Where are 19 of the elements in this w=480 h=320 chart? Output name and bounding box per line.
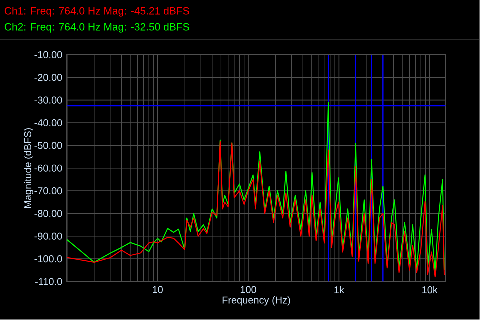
x-tick-label: 1k (334, 286, 344, 294)
y-tick-label: -30.00 (34, 96, 62, 104)
y-tick-label: -10.00 (34, 52, 62, 59)
x-tick-label: 10 (153, 286, 163, 294)
y-tick-label: -110.0 (35, 278, 62, 286)
y-tick-label: -20.00 (34, 74, 62, 82)
y-tick-label: -90.00 (34, 232, 62, 240)
x-axis-title: Frequency (Hz) (222, 296, 290, 306)
text: Ch1: Freq: 764.0 Hz Mag: -45.21 dBFS (4, 7, 190, 17)
y-tick-label: -80.00 (34, 210, 62, 218)
x-tick-label: 10k (422, 286, 438, 294)
y-tick-label: -70.00 (34, 188, 62, 195)
text: Ch2: Freq: 764.0 Hz Mag: -32.50 dBFS (4, 23, 190, 33)
y-tick-label: -100.0 (34, 256, 62, 263)
y-tick-label: -60.00 (34, 164, 62, 172)
x-tick-label: 100 (240, 286, 256, 294)
y-tick-label: -40.00 (34, 120, 62, 127)
y-axis-title: Magnitude (dBFS) (24, 128, 34, 208)
y-tick-label: -50.00 (34, 142, 62, 150)
